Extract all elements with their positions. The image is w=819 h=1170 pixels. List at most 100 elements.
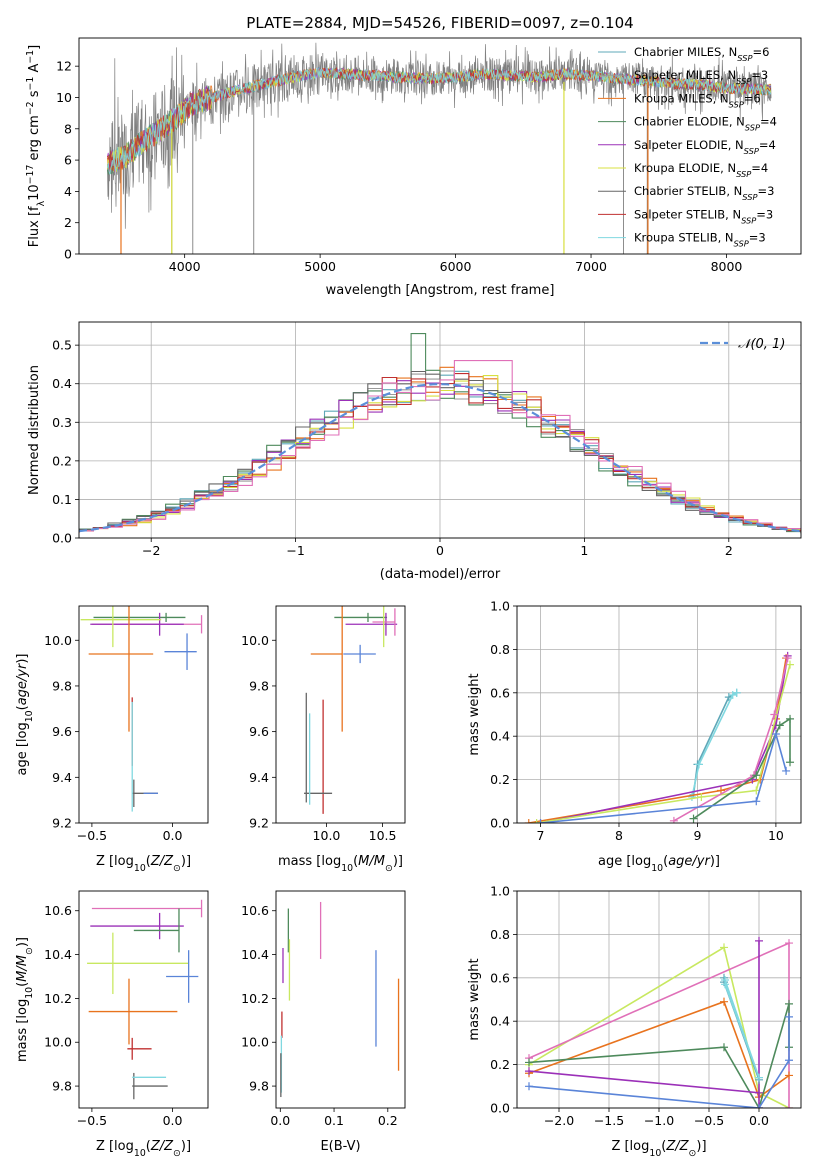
weight-marker [782, 766, 791, 775]
weight-marker [720, 1043, 728, 1052]
y-tick-label: 10 [56, 90, 72, 105]
weight-marker [720, 943, 728, 952]
weight-marker [536, 819, 545, 823]
weight-line [528, 940, 760, 1108]
weight-marker [728, 690, 737, 699]
x-axis-label: age [log10(age/yr)] [598, 854, 720, 874]
x-tick-label: −0.5 [694, 1113, 724, 1128]
x-tick-label: −0.5 [77, 828, 107, 843]
x-tick-label: −1 [286, 543, 304, 558]
weight-marker [689, 814, 698, 823]
y-tick-label: 0.2 [52, 453, 72, 468]
legend-label: 𝒩(0, 1) [738, 337, 785, 352]
weight-marker [785, 1056, 793, 1065]
x-axis-label: E(B-V) [320, 1139, 360, 1154]
y-tick-label: 0.5 [52, 338, 72, 353]
y-tick-label: 8 [64, 121, 72, 136]
y-tick-label: 9.8 [52, 1079, 72, 1094]
x-tick-label: 2 [725, 543, 733, 558]
weight-marker [755, 1104, 763, 1108]
x-tick-label: 0.0 [749, 1113, 769, 1128]
spectrum-model-line [106, 67, 772, 175]
axes-frame [275, 890, 406, 1109]
x-tick-label: 6000 [440, 259, 472, 274]
plot-area [524, 651, 795, 823]
weight-marker [525, 1082, 533, 1091]
y-axis-label: mass [log10(M/M⊙)] [15, 937, 35, 1062]
weight-marker [732, 688, 741, 697]
y-tick-label: 0.6 [490, 970, 510, 985]
x-tick-label: −0.5 [77, 1113, 107, 1128]
legend-label: Kroupa STELIB, NSSP=3 [634, 231, 766, 249]
weight-marker [755, 1088, 763, 1097]
panel-age-vs-mass: 10.0 10.5 9.2 9.4 9.6 9.8 10.0 mass [log10(M/M⊙… [241, 605, 406, 874]
x-tick-label: 1 [580, 543, 588, 558]
axes-frame [78, 37, 802, 255]
weight-marker [785, 1071, 793, 1080]
x-tick-label: 7 [537, 828, 545, 843]
y-tick-label: 0.2 [490, 772, 510, 787]
weight-marker [752, 797, 761, 806]
x-axis-label: Z [log10(Z/Z⊙)] [96, 1139, 191, 1159]
y-tick-label: 0.8 [490, 927, 510, 942]
y-axis-label: Normed distribution [27, 365, 42, 495]
legend-label: Salpeter ELODIE, NSSP=4 [634, 138, 776, 156]
weight-marker [752, 771, 761, 780]
y-tick-label: 9.4 [52, 770, 72, 785]
y-tick-label: 12 [56, 59, 72, 74]
weight-line [724, 979, 760, 1078]
y-tick-label: 1.0 [490, 884, 510, 899]
y-tick-label: 4 [64, 184, 72, 199]
axes-frame [516, 605, 802, 824]
legend-label: Chabrier ELODIE, NSSP=4 [634, 115, 777, 133]
plot-area [304, 606, 398, 814]
spectrum-legend: Chabrier MILES, NSSP=6 Salpeter MILES, NS… [598, 45, 777, 249]
y-axis-label: mass weight [467, 673, 482, 755]
weight-line [528, 1016, 790, 1108]
y-tick-label: 9.6 [52, 724, 72, 739]
y-tick-label: 0.1 [52, 492, 72, 507]
x-tick-label: 8 [615, 828, 623, 843]
plot-area [79, 333, 801, 534]
x-tick-label: −1.0 [644, 1113, 674, 1128]
x-tick-label: 10.5 [369, 828, 397, 843]
x-axis-label: wavelength [Angstrom, rest frame] [326, 283, 555, 298]
y-tick-label: 9.8 [249, 678, 269, 693]
plot-area [80, 606, 203, 812]
x-axis-label: (data-model)/error [380, 567, 501, 582]
weight-marker [695, 760, 704, 769]
y-tick-label: 9.2 [52, 816, 72, 831]
y-axis-label: mass weight [467, 958, 482, 1040]
panel-spectrum: 4000 5000 6000 7000 8000 0 2 4 6 8 10 12 Chabrier MI… [25, 37, 802, 298]
weight-marker [783, 654, 792, 663]
y-tick-label: 9.2 [249, 816, 269, 831]
y-tick-label: 10.0 [44, 633, 72, 648]
weight-marker [771, 730, 780, 739]
legend-label: Chabrier STELIB, NSSP=3 [634, 184, 774, 202]
plot-area [280, 901, 400, 1098]
x-tick-label: 0.0 [163, 1113, 183, 1128]
axes-frame [78, 605, 209, 824]
legend-label: Salpeter MILES, NSSP=3 [634, 68, 768, 86]
legend-label: Kroupa ELODIE, NSSP=4 [634, 161, 768, 179]
y-axis-label: Flux [fλ10−17 erg cm−2 s−1 A−1] [25, 45, 47, 247]
x-tick-label: 5000 [304, 259, 336, 274]
legend-label: Kroupa MILES, NSSP=6 [634, 91, 761, 109]
x-tick-label: 7000 [575, 259, 607, 274]
y-tick-label: 10.0 [44, 1035, 72, 1050]
weight-marker [785, 939, 793, 948]
x-tick-label: −2.0 [544, 1113, 574, 1128]
y-tick-label: 0.4 [52, 376, 72, 391]
x-tick-label: 0.0 [163, 828, 183, 843]
weight-marker [532, 819, 541, 823]
y-tick-label: 2 [64, 215, 72, 230]
weight-marker [785, 999, 793, 1008]
panel-mass-vs-Z: −0.5 0.0 9.8 10.0 10.2 10.4 10.6 Z [log10(Z/Z⊙)… [15, 890, 209, 1159]
weight-marker [524, 819, 533, 823]
y-tick-label: 6 [64, 153, 72, 168]
y-tick-label: 1.0 [490, 599, 510, 614]
x-tick-label: 0.1 [324, 1113, 344, 1128]
legend-label: Chabrier MILES, NSSP=6 [634, 45, 769, 63]
